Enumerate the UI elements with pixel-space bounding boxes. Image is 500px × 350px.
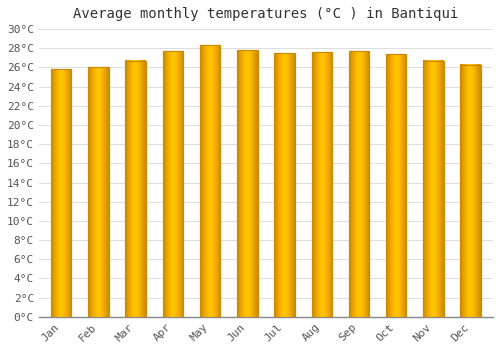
Bar: [349, 51, 370, 317]
Title: Average monthly temperatures (°C ) in Bantiqui: Average monthly temperatures (°C ) in Ba…: [74, 7, 458, 21]
Bar: [386, 54, 406, 317]
Bar: [126, 61, 146, 317]
Bar: [460, 64, 481, 317]
Bar: [423, 61, 444, 317]
Bar: [237, 50, 258, 317]
Bar: [200, 46, 220, 317]
Bar: [386, 54, 406, 317]
Bar: [460, 64, 481, 317]
Bar: [274, 53, 295, 317]
Bar: [312, 52, 332, 317]
Bar: [349, 51, 370, 317]
Bar: [312, 52, 332, 317]
Bar: [200, 46, 220, 317]
Bar: [423, 61, 444, 317]
Bar: [88, 68, 108, 317]
Bar: [126, 61, 146, 317]
Bar: [51, 69, 72, 317]
Bar: [162, 51, 183, 317]
Bar: [162, 51, 183, 317]
Bar: [51, 69, 72, 317]
Bar: [88, 68, 108, 317]
Bar: [237, 50, 258, 317]
Bar: [274, 53, 295, 317]
